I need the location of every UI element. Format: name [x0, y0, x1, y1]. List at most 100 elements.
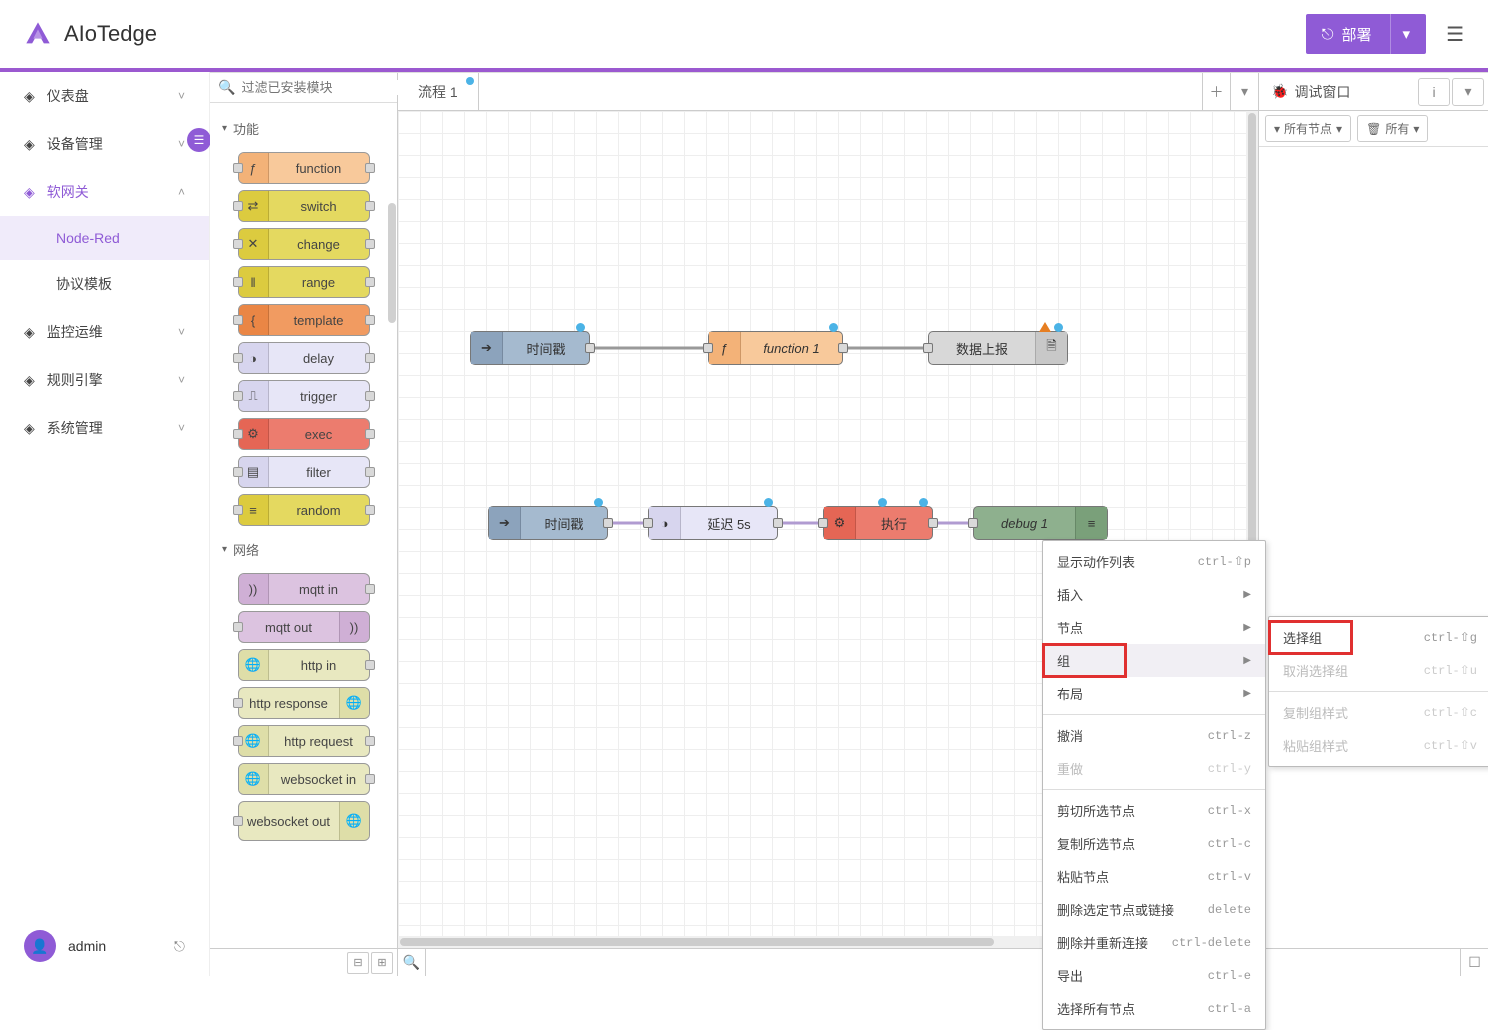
filter-nodes-select[interactable]: ▾ 所有节点 ▾ — [1265, 115, 1351, 142]
port[interactable] — [365, 201, 375, 211]
scrollbar-thumb[interactable] — [388, 203, 396, 323]
port[interactable] — [233, 391, 243, 401]
port[interactable] — [585, 343, 595, 353]
scrollbar-thumb[interactable] — [1248, 113, 1256, 567]
menu-item[interactable]: 布局▶ — [1043, 677, 1265, 710]
palette-node[interactable]: ‖range — [238, 266, 370, 298]
palette-node[interactable]: ◑delay — [238, 342, 370, 374]
menu-item[interactable]: 节点▶ — [1043, 611, 1265, 644]
port[interactable] — [233, 505, 243, 515]
flow-node[interactable]: 数据上报🗎 — [928, 331, 1068, 365]
port[interactable] — [233, 201, 243, 211]
palette-node[interactable]: {template — [238, 304, 370, 336]
menu-item[interactable]: 删除选定节点或链接delete — [1043, 893, 1265, 926]
palette-node[interactable]: ⚙exec — [238, 418, 370, 450]
port[interactable] — [365, 391, 375, 401]
logout-icon[interactable]: ⎋ — [174, 938, 185, 955]
palette-node[interactable]: ⎍trigger — [238, 380, 370, 412]
tab-add-button[interactable]: ＋ — [1202, 73, 1230, 110]
port[interactable] — [233, 239, 243, 249]
port[interactable] — [703, 343, 713, 353]
flow-node[interactable]: ➔时间戳 — [488, 506, 608, 540]
scrollbar-thumb[interactable] — [400, 938, 994, 946]
port[interactable] — [365, 505, 375, 515]
port[interactable] — [968, 518, 978, 528]
port[interactable] — [233, 315, 243, 325]
palette-category[interactable]: 功能 — [218, 111, 389, 146]
flow-node[interactable]: ➔时间戳 — [470, 331, 590, 365]
palette-collapse-icon[interactable]: ⊟ — [347, 952, 369, 974]
port[interactable] — [233, 736, 243, 746]
port[interactable] — [928, 518, 938, 528]
port[interactable] — [233, 467, 243, 477]
palette-node[interactable]: ▤filter — [238, 456, 370, 488]
flow-node[interactable]: ⚙执行 — [823, 506, 933, 540]
port[interactable] — [365, 163, 375, 173]
deploy-button[interactable]: ⎋ 部署 ▾ — [1306, 14, 1426, 54]
port[interactable] — [365, 736, 375, 746]
menu-item[interactable]: 复制所选节点ctrl-c — [1043, 827, 1265, 860]
menu-item[interactable]: 粘贴节点ctrl-v — [1043, 860, 1265, 893]
palette-search-input[interactable] — [241, 80, 417, 95]
palette-expand-icon[interactable]: ⊞ — [371, 952, 393, 974]
port[interactable] — [365, 774, 375, 784]
nav-item[interactable]: ◈仪表盘˅ — [0, 72, 209, 120]
palette-node[interactable]: ))mqtt in — [238, 573, 370, 605]
menu-item[interactable]: 删除并重新连接ctrl-delete — [1043, 926, 1265, 959]
port[interactable] — [643, 518, 653, 528]
nav-item[interactable]: ◈软网关˄ — [0, 168, 209, 216]
palette-node[interactable]: mqtt out)) — [238, 611, 370, 643]
port[interactable] — [838, 343, 848, 353]
info-button[interactable]: i — [1418, 78, 1450, 106]
port[interactable] — [365, 467, 375, 477]
context-submenu[interactable]: 选择组ctrl-⇧g取消选择组ctrl-⇧u复制组样式ctrl-⇧c粘贴组样式c… — [1268, 616, 1488, 767]
port[interactable] — [603, 518, 613, 528]
palette-node[interactable]: ✕change — [238, 228, 370, 260]
nav-item[interactable]: ◈监控运维˅ — [0, 308, 209, 356]
port[interactable] — [818, 518, 828, 528]
menu-item[interactable]: 选择组ctrl-⇧g — [1269, 621, 1488, 654]
port[interactable] — [773, 518, 783, 528]
menu-icon[interactable]: ☰ — [1446, 22, 1464, 47]
port[interactable] — [365, 277, 375, 287]
context-menu[interactable]: 显示动作列表ctrl-⇧p插入▶节点▶组▶布局▶撤消ctrl-z重做ctrl-y… — [1042, 540, 1266, 1030]
palette-category[interactable]: 网络 — [218, 532, 389, 567]
palette-node[interactable]: 🌐http in — [238, 649, 370, 681]
port[interactable] — [923, 343, 933, 353]
menu-item[interactable]: 选择所有节点ctrl-a — [1043, 992, 1265, 1025]
port[interactable] — [233, 816, 243, 826]
palette-node[interactable]: websocket out🌐 — [238, 801, 370, 841]
port[interactable] — [365, 584, 375, 594]
port[interactable] — [233, 277, 243, 287]
palette-search[interactable]: 🔍 — [210, 73, 397, 103]
nav-subitem[interactable]: Node-Red — [0, 216, 209, 260]
flow-node[interactable]: ◑延迟 5s — [648, 506, 778, 540]
avatar[interactable]: 👤 — [24, 930, 56, 962]
tab-flow-1[interactable]: 流程 1 — [398, 73, 479, 110]
nav-item[interactable]: ◈规则引擎˅ — [0, 356, 209, 404]
deploy-dropdown-icon[interactable]: ▾ — [1390, 14, 1411, 54]
port[interactable] — [365, 660, 375, 670]
nav-item[interactable]: ◈设备管理˅ — [0, 120, 209, 168]
port[interactable] — [233, 698, 243, 708]
palette-node[interactable]: http response🌐 — [238, 687, 370, 719]
menu-item[interactable]: 撤消ctrl-z — [1043, 719, 1265, 752]
palette-node[interactable]: ƒfunction — [238, 152, 370, 184]
port[interactable] — [365, 239, 375, 249]
flow-node[interactable]: ƒfunction 1 — [708, 331, 843, 365]
palette-node[interactable]: ≡random — [238, 494, 370, 526]
palette-node[interactable]: 🌐http request — [238, 725, 370, 757]
flow-node[interactable]: debug 1≡ — [973, 506, 1108, 540]
menu-item[interactable]: 插入▶ — [1043, 578, 1265, 611]
menu-item[interactable]: 剪切所选节点ctrl-x — [1043, 794, 1265, 827]
menu-item[interactable]: 显示动作列表ctrl-⇧p — [1043, 545, 1265, 578]
port[interactable] — [233, 429, 243, 439]
footer-search-icon[interactable]: 🔍 — [398, 949, 426, 976]
tab-menu-button[interactable]: ▾ — [1230, 73, 1258, 110]
port[interactable] — [365, 353, 375, 363]
port[interactable] — [365, 315, 375, 325]
menu-item[interactable]: 组▶ — [1043, 644, 1265, 677]
port[interactable] — [233, 622, 243, 632]
logo[interactable]: AIoTedge — [24, 20, 157, 48]
nav-subitem[interactable]: 协议模板 — [0, 260, 209, 308]
